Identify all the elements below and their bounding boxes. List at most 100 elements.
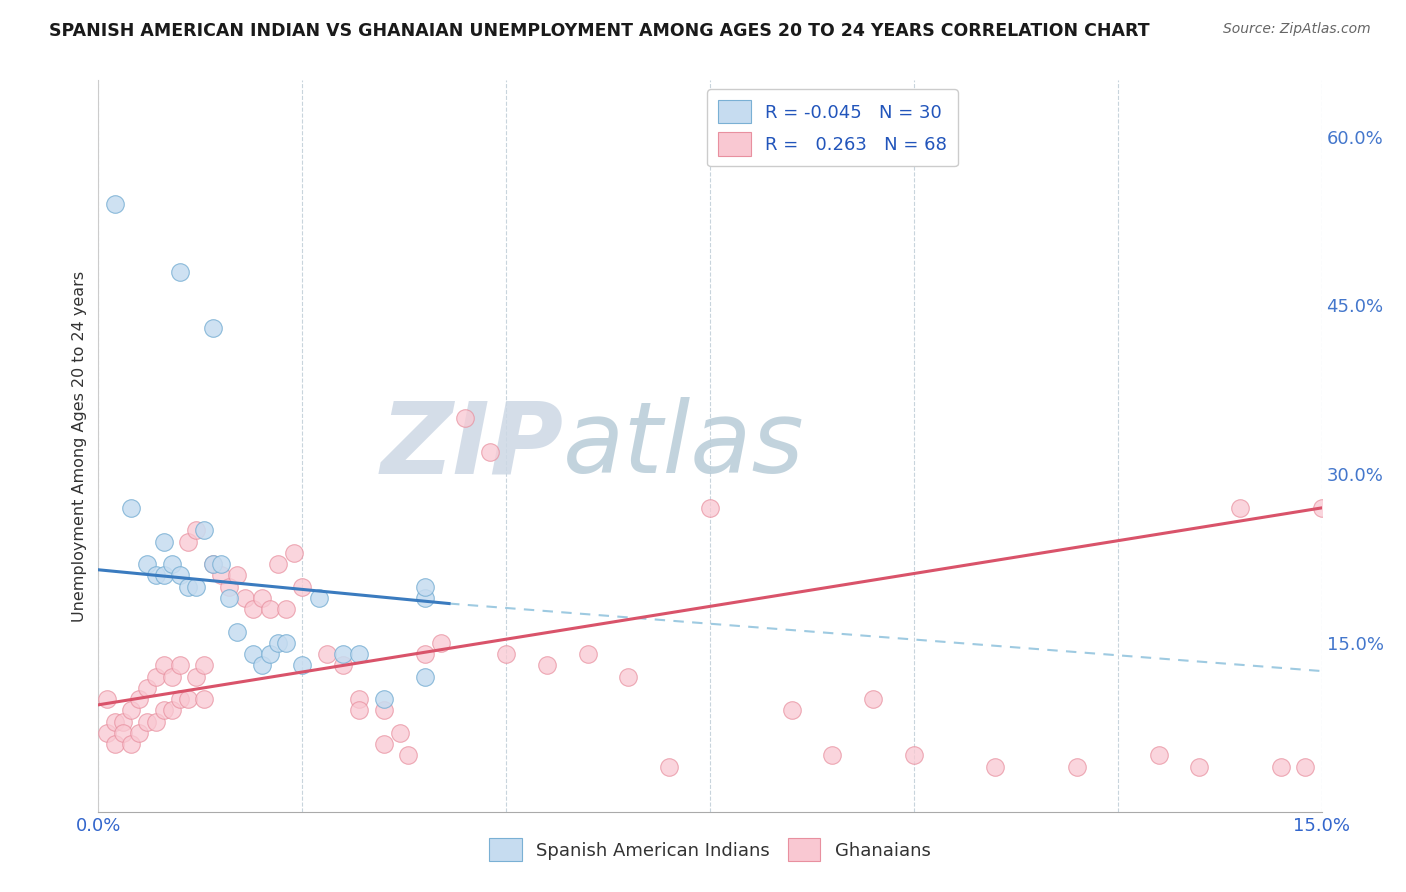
Point [145, 568, 167, 582]
Point [1270, 760, 1292, 774]
Point [193, 658, 215, 673]
Point [267, 636, 290, 650]
Point [658, 760, 681, 774]
Point [218, 591, 240, 605]
Point [821, 748, 844, 763]
Point [332, 647, 354, 661]
Point [201, 557, 224, 571]
Point [186, 580, 208, 594]
Point [373, 737, 395, 751]
Point [152, 568, 174, 582]
Point [136, 557, 159, 571]
Point [1294, 760, 1316, 774]
Point [478, 444, 501, 458]
Point [283, 546, 305, 560]
Point [862, 692, 884, 706]
Point [250, 658, 273, 673]
Point [120, 500, 142, 515]
Point [169, 692, 191, 706]
Point [315, 647, 337, 661]
Point [209, 568, 232, 582]
Point [201, 557, 224, 571]
Point [373, 703, 395, 717]
Point [349, 692, 371, 706]
Point [259, 602, 281, 616]
Point [617, 670, 640, 684]
Point [495, 647, 517, 661]
Point [136, 714, 159, 729]
Point [233, 591, 256, 605]
Point [111, 714, 134, 729]
Point [413, 647, 436, 661]
Point [250, 591, 273, 605]
Point [1066, 760, 1088, 774]
Point [274, 602, 297, 616]
Point [186, 670, 208, 684]
Point [152, 703, 174, 717]
Point [1147, 748, 1170, 763]
Point [536, 658, 558, 673]
Point [308, 591, 330, 605]
Point [193, 524, 215, 538]
Point [349, 647, 371, 661]
Point [389, 726, 412, 740]
Point [169, 658, 191, 673]
Point [373, 692, 395, 706]
Point [169, 264, 191, 278]
Text: SPANISH AMERICAN INDIAN VS GHANAIAN UNEMPLOYMENT AMONG AGES 20 TO 24 YEARS CORRE: SPANISH AMERICAN INDIAN VS GHANAIAN UNEM… [49, 22, 1150, 40]
Point [291, 658, 314, 673]
Text: ZIP: ZIP [380, 398, 564, 494]
Point [177, 580, 200, 594]
Point [111, 726, 134, 740]
Point [267, 557, 290, 571]
Point [209, 557, 232, 571]
Point [120, 703, 142, 717]
Point [169, 568, 191, 582]
Point [201, 321, 224, 335]
Point [1188, 760, 1211, 774]
Point [576, 647, 599, 661]
Point [274, 636, 297, 650]
Point [291, 580, 314, 594]
Text: Source: ZipAtlas.com: Source: ZipAtlas.com [1223, 22, 1371, 37]
Point [104, 197, 127, 211]
Point [160, 703, 183, 717]
Point [413, 591, 436, 605]
Point [145, 714, 167, 729]
Point [177, 692, 200, 706]
Point [218, 580, 240, 594]
Point [242, 602, 264, 616]
Point [1310, 500, 1333, 515]
Point [430, 636, 453, 650]
Point [96, 726, 118, 740]
Point [128, 692, 150, 706]
Text: atlas: atlas [564, 398, 804, 494]
Point [160, 557, 183, 571]
Point [186, 524, 208, 538]
Point [699, 500, 721, 515]
Point [396, 748, 419, 763]
Point [226, 568, 249, 582]
Point [242, 647, 264, 661]
Point [177, 534, 200, 549]
Point [160, 670, 183, 684]
Point [226, 624, 249, 639]
Point [332, 658, 354, 673]
Point [413, 580, 436, 594]
Point [454, 410, 477, 425]
Point [1229, 500, 1251, 515]
Point [259, 647, 281, 661]
Point [96, 692, 118, 706]
Legend: Spanish American Indians, Ghanaians: Spanish American Indians, Ghanaians [482, 830, 938, 869]
Point [152, 534, 174, 549]
Point [413, 670, 436, 684]
Point [136, 681, 159, 695]
Point [104, 737, 127, 751]
Point [152, 658, 174, 673]
Point [984, 760, 1007, 774]
Point [349, 703, 371, 717]
Point [120, 737, 142, 751]
Point [128, 726, 150, 740]
Point [780, 703, 803, 717]
Y-axis label: Unemployment Among Ages 20 to 24 years: Unemployment Among Ages 20 to 24 years [72, 270, 87, 622]
